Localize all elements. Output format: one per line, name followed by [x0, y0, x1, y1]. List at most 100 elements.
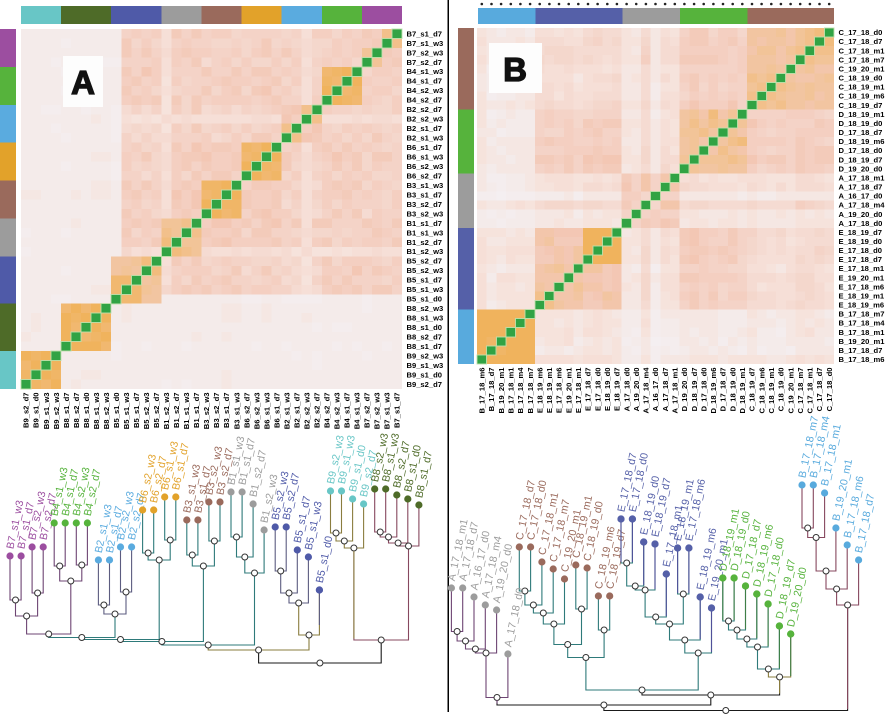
svg-text:E_17_18_m6: E_17_18_m6	[555, 368, 564, 414]
svg-text:A: A	[71, 64, 95, 101]
svg-text:C_18_19_m6: C_18_19_m6	[757, 368, 766, 414]
svg-text:B9_s1_d0: B9_s1_d0	[32, 393, 41, 428]
svg-text:B7_s1_w3: B7_s1_w3	[407, 39, 444, 48]
svg-text:B6_s2_w3: B6_s2_w3	[407, 162, 444, 171]
svg-text:B_17_18_m1: B_17_18_m1	[839, 328, 886, 337]
svg-text:A_19_20_d0: A_19_20_d0	[632, 368, 641, 412]
svg-text:B_17_18_m6: B_17_18_m6	[839, 355, 885, 364]
svg-text:C_17_18_m1: C_17_18_m1	[806, 367, 815, 414]
svg-text:E_17_18_m6: E_17_18_m6	[839, 282, 885, 291]
svg-text:C_18_19_d7: C_18_19_d7	[839, 101, 883, 110]
svg-text:E_18_19_d0: E_18_19_d0	[839, 237, 883, 246]
svg-text:C_18_19_m1: C_18_19_m1	[767, 367, 776, 414]
svg-text:A_19_20_d0: A_19_20_d0	[839, 210, 883, 219]
svg-text:B3_s2_w3: B3_s2_w3	[202, 393, 211, 430]
svg-text:A_17_18_m4: A_17_18_m4	[642, 367, 651, 414]
svg-text:B7_s2_w3: B7_s2_w3	[407, 48, 444, 57]
svg-text:B1_s1_w3: B1_s1_w3	[182, 393, 191, 430]
svg-text:B_17_18_m4: B_17_18_m4	[516, 367, 525, 414]
svg-text:B6_s2_d7: B6_s2_d7	[407, 171, 442, 180]
svg-text:B_17_18_m7: B_17_18_m7	[526, 368, 535, 414]
svg-text:B1_s2_d7: B1_s2_d7	[172, 393, 181, 428]
svg-text:B1_s2_w3: B1_s2_w3	[407, 247, 444, 256]
svg-text:B7_s1_d7: B7_s1_d7	[407, 29, 442, 38]
svg-text:C_17_18_d7: C_17_18_d7	[815, 368, 824, 412]
svg-text:E_19_20_m1: E_19_20_m1	[564, 367, 573, 413]
svg-text:B2_s1_w3: B2_s1_w3	[407, 134, 444, 143]
svg-text:B8_s1_w3: B8_s1_w3	[407, 314, 444, 323]
svg-text:B3_s2_w3: B3_s2_w3	[407, 209, 444, 218]
svg-text:B1_s2_d7: B1_s2_d7	[407, 238, 442, 247]
svg-text:B7_s1_w3: B7_s1_w3	[383, 393, 392, 430]
svg-text:D_17_18_d7: D_17_18_d7	[839, 128, 883, 137]
svg-text:B: B	[503, 51, 527, 88]
svg-text:E_18_19_d0: E_18_19_d0	[603, 368, 612, 412]
svg-text:E_17_18_m1: E_17_18_m1	[839, 264, 885, 273]
svg-text:B2_s2_d7: B2_s2_d7	[407, 105, 442, 114]
svg-text:A_16_17_d0: A_16_17_d0	[839, 192, 883, 201]
svg-text:A_17_18_m1: A_17_18_m1	[839, 173, 886, 182]
svg-text:D_18_19_d7: D_18_19_d7	[839, 155, 883, 164]
svg-text:B5_s2_w3: B5_s2_w3	[407, 266, 444, 275]
svg-text:C_19_20_m1: C_19_20_m1	[786, 367, 795, 414]
svg-text:B1_s1_d7: B1_s1_d7	[192, 393, 201, 428]
svg-text:C_17_18_d7: C_17_18_d7	[839, 37, 883, 46]
svg-text:B8_s2_w3: B8_s2_w3	[407, 304, 444, 313]
svg-text:B3_s2_d7: B3_s2_d7	[407, 200, 442, 209]
svg-text:B5_s1_d7: B5_s1_d7	[132, 393, 141, 428]
svg-text:E_17_18_d0: E_17_18_d0	[593, 368, 602, 412]
svg-text:C_17_18_m7: C_17_18_m7	[839, 55, 885, 64]
svg-text:A_16_17_d0: A_16_17_d0	[651, 368, 660, 412]
svg-text:B_17_18_m7: B_17_18_m7	[839, 310, 885, 319]
svg-text:B_19_20_m1: B_19_20_m1	[839, 337, 886, 346]
svg-text:A_17_18_m4: A_17_18_m4	[839, 201, 886, 210]
svg-text:D_17_18_d0: D_17_18_d0	[839, 146, 883, 155]
svg-text:B9_s1_w3: B9_s1_w3	[407, 361, 444, 370]
svg-text:E_17_18_d7: E_17_18_d7	[839, 255, 883, 264]
svg-text:B3_s1_w3: B3_s1_w3	[407, 181, 444, 190]
svg-text:B6_s1_w3: B6_s1_w3	[262, 393, 271, 430]
svg-text:B9_s2_d7: B9_s2_d7	[22, 393, 31, 428]
svg-text:B4_s2_w3: B4_s2_w3	[333, 393, 342, 430]
svg-text:D_17_18_d7: D_17_18_d7	[719, 368, 728, 412]
svg-text:B8_s1_d7: B8_s1_d7	[407, 342, 442, 351]
svg-text:B7_s2_w3: B7_s2_w3	[373, 393, 382, 430]
svg-text:B8_s1_w3: B8_s1_w3	[92, 393, 101, 430]
svg-text:B5_s2_w3: B5_s2_w3	[142, 393, 151, 430]
svg-text:C_18_19_d0: C_18_19_d0	[839, 74, 883, 83]
svg-text:B6_s1_d7: B6_s1_d7	[272, 393, 281, 428]
svg-text:C_17_18_m1: C_17_18_m1	[839, 46, 886, 55]
svg-text:B9_s1_w3: B9_s1_w3	[42, 393, 51, 430]
svg-text:A_17_18_d7: A_17_18_d7	[661, 368, 670, 412]
svg-text:D_18_19_d0: D_18_19_d0	[728, 368, 737, 412]
svg-text:E_18_19_m6: E_18_19_m6	[839, 301, 885, 310]
svg-text:B6_s1_w3: B6_s1_w3	[407, 153, 444, 162]
svg-text:C_18_19_m6: C_18_19_m6	[839, 92, 885, 101]
svg-text:B7_s2_d7: B7_s2_d7	[363, 393, 372, 428]
svg-text:E_18_19_m6: E_18_19_m6	[535, 368, 544, 414]
svg-text:A_17_18_m1: A_17_18_m1	[671, 367, 680, 414]
svg-text:E_18_19_m1: E_18_19_m1	[839, 292, 885, 301]
svg-text:B9_s1_d0: B9_s1_d0	[407, 370, 442, 379]
svg-text:C_17_18_m7: C_17_18_m7	[796, 368, 805, 414]
svg-text:B2_s2_w3: B2_s2_w3	[407, 115, 444, 124]
svg-text:B4_s1_w3: B4_s1_w3	[407, 67, 444, 76]
svg-text:B7_s1_d7: B7_s1_d7	[393, 393, 402, 428]
svg-text:B3_s1_w3: B3_s1_w3	[232, 393, 241, 430]
svg-text:B5_s1_w3: B5_s1_w3	[122, 393, 131, 430]
svg-text:B5_s1_w3: B5_s1_w3	[407, 285, 444, 294]
svg-text:D_19_20_d0: D_19_20_d0	[680, 368, 689, 412]
svg-text:B_17_18_d7: B_17_18_d7	[839, 346, 883, 355]
svg-text:B2_s2_d7: B2_s2_d7	[313, 393, 322, 428]
svg-text:D_18_19_d7: D_18_19_d7	[690, 368, 699, 412]
svg-text:E_18_19_d7: E_18_19_d7	[839, 228, 883, 237]
svg-text:B3_s1_d7: B3_s1_d7	[222, 393, 231, 428]
svg-text:B6_s1_d7: B6_s1_d7	[407, 143, 442, 152]
svg-text:B9_s2_w3: B9_s2_w3	[52, 393, 61, 430]
svg-text:C_19_20_m1: C_19_20_m1	[839, 65, 886, 74]
svg-text:B1_s1_w3: B1_s1_w3	[407, 228, 444, 237]
svg-text:B8_s2_d7: B8_s2_d7	[72, 393, 81, 428]
svg-text:B5_s1_d0: B5_s1_d0	[407, 295, 442, 304]
svg-text:B2_s1_d7: B2_s1_d7	[292, 393, 301, 428]
svg-text:C_17_18_d0: C_17_18_d0	[825, 368, 834, 412]
